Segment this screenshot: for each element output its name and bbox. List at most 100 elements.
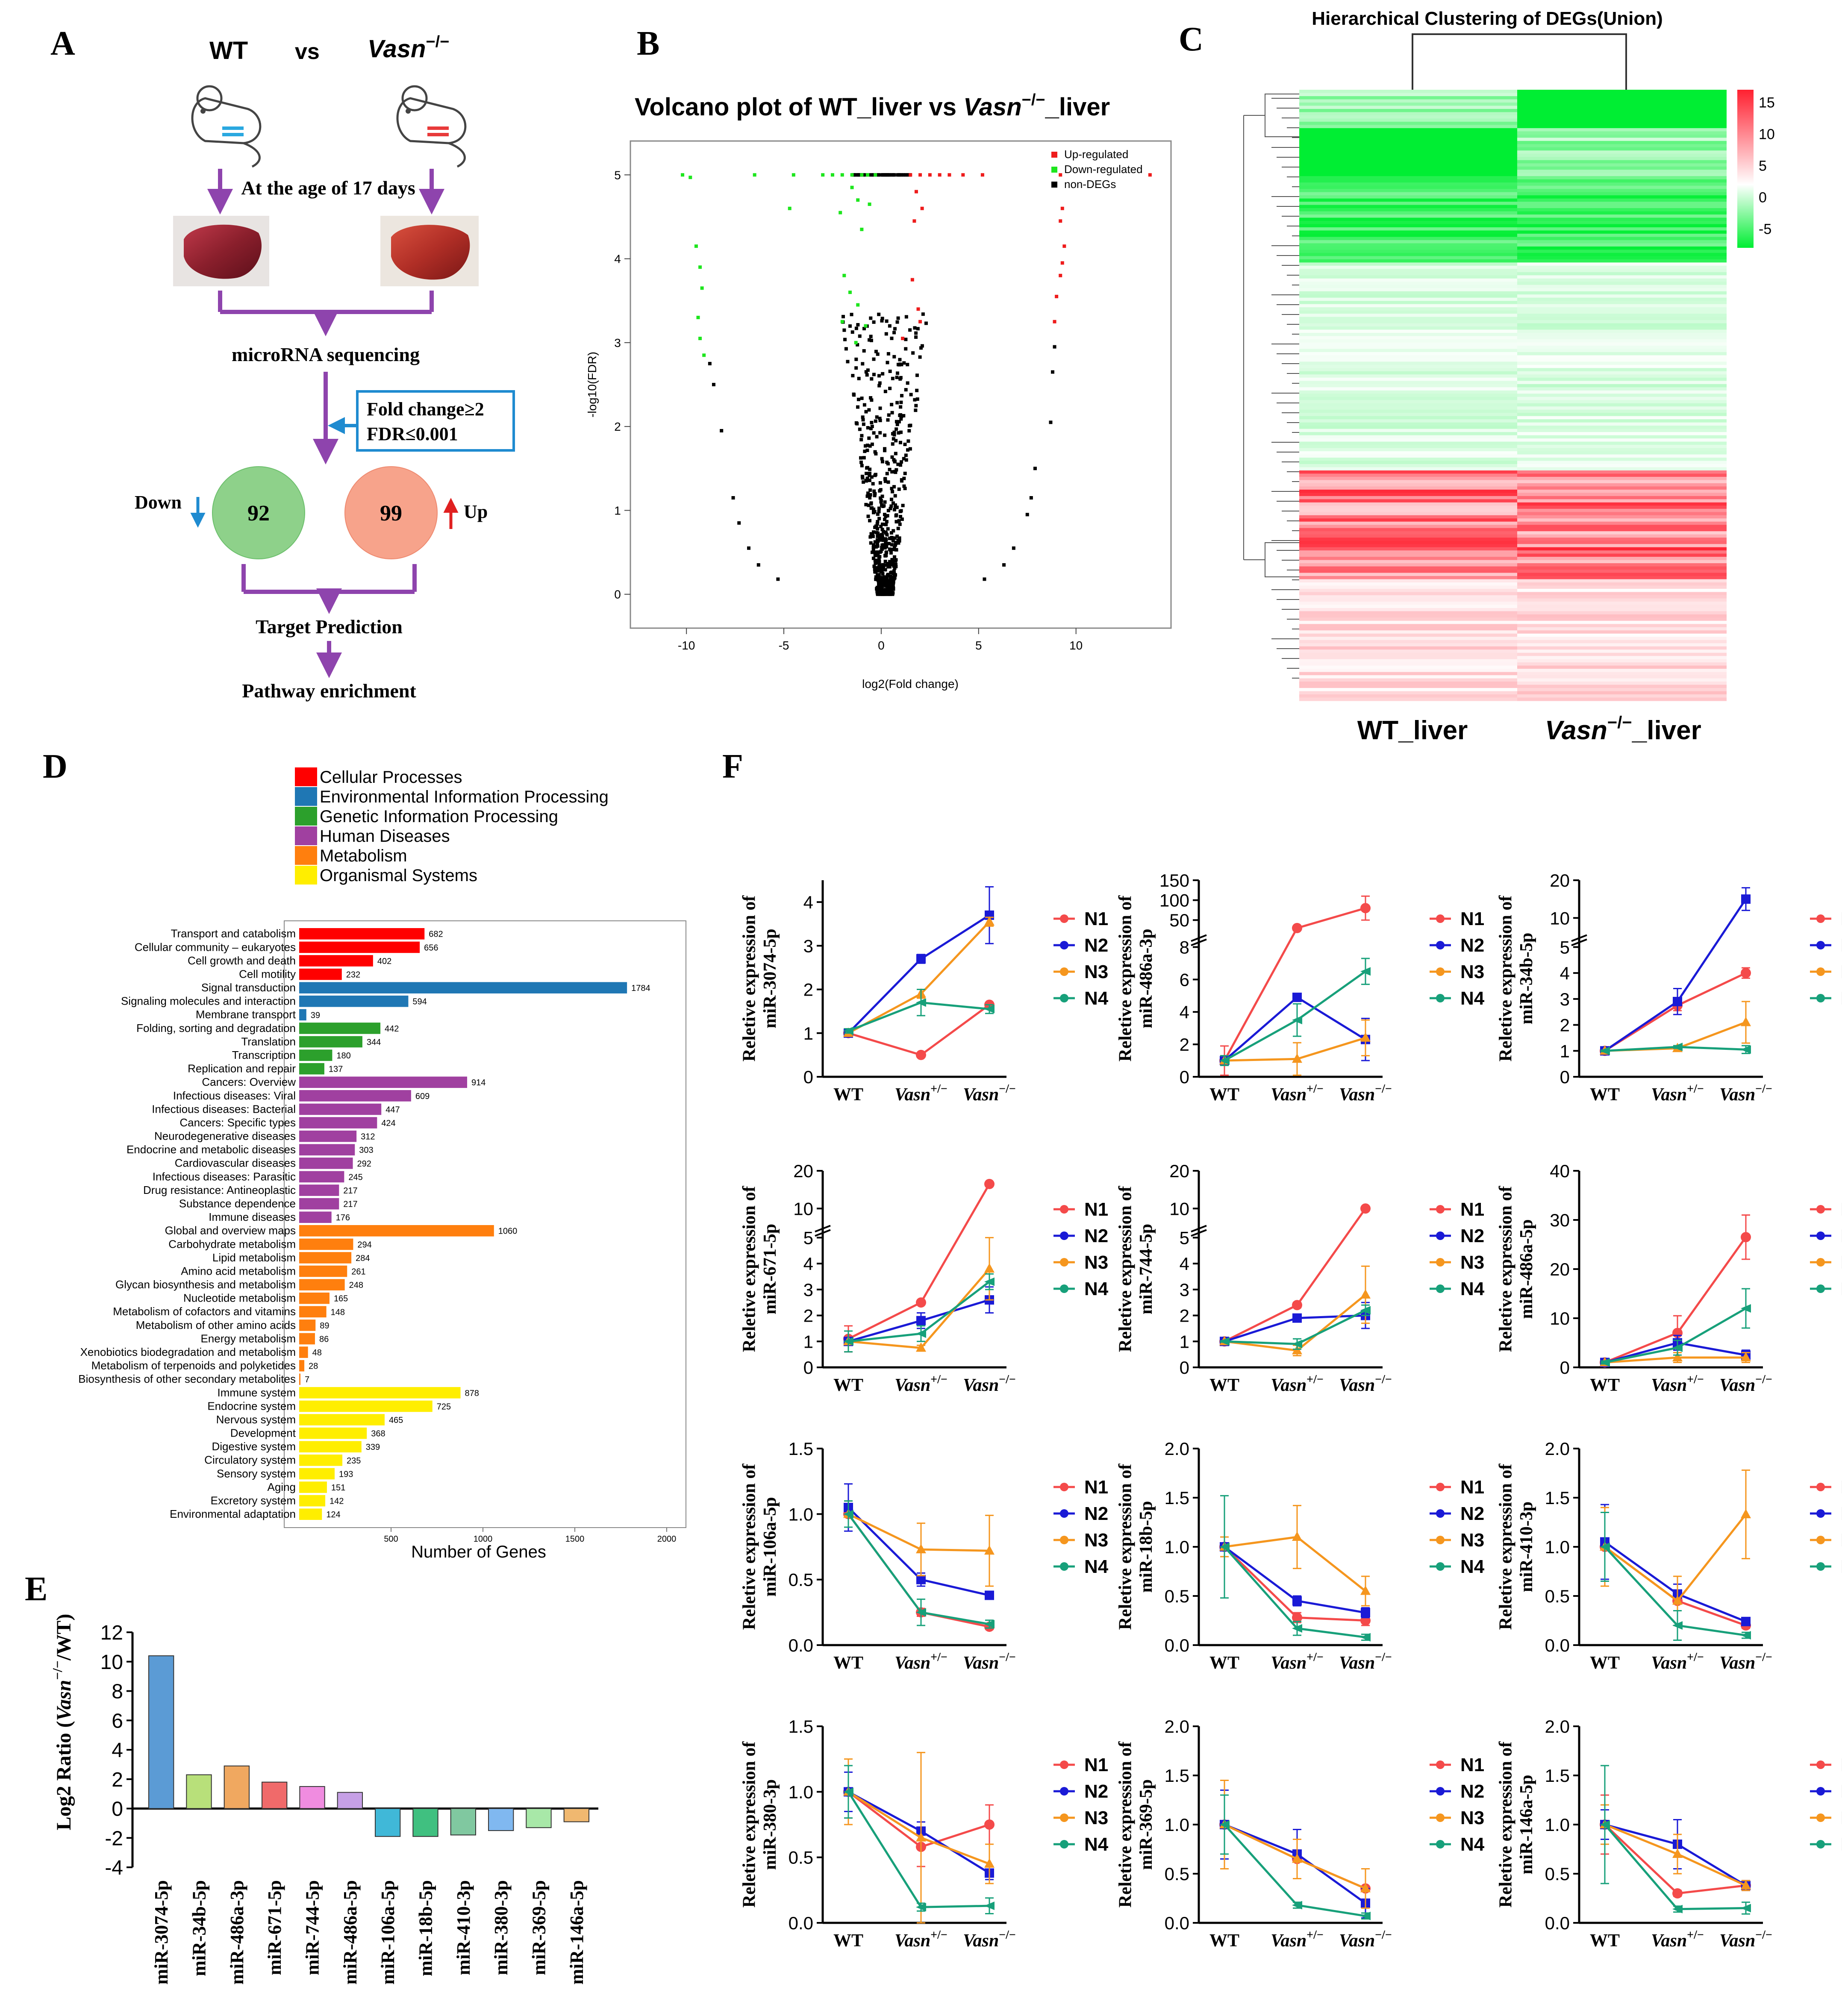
kegg-bar: [299, 1265, 347, 1277]
volcano-point-non: [892, 173, 896, 177]
heatmap-cell-wt: [1299, 355, 1517, 359]
volcano-point-non: [877, 374, 881, 378]
volcano-point-non: [900, 460, 903, 464]
heatmap-cell-wt: [1299, 224, 1517, 228]
kegg-bar-label: Substance dependence: [179, 1197, 296, 1210]
kegg-bar: [299, 955, 373, 967]
volcano-point-non: [886, 573, 890, 576]
log2-bar: [450, 1808, 476, 1836]
heatmap-cell-wt: [1299, 345, 1517, 350]
volcano-point-non: [903, 443, 907, 447]
heatmap-cell-ko: [1517, 448, 1727, 452]
volcano-point-non: [890, 336, 894, 340]
line-chart-miR-380-3p: Reletive expression ofmiR-380-3p 0.0 0.5 1.…: [740, 1716, 1109, 1951]
legend-marker: [1060, 1536, 1068, 1544]
heatmap-cell-wt: [1299, 608, 1517, 611]
heatmap-cell-ko: [1517, 570, 1727, 573]
kegg-xtick-label: 1000: [474, 1534, 493, 1544]
heatmap-cell-wt: [1299, 512, 1517, 516]
volcano-point-non: [875, 559, 879, 563]
volcano-point-non: [886, 592, 890, 596]
legend-marker: [1816, 1258, 1825, 1267]
legend-marker: [1816, 1284, 1825, 1293]
volcano-point-non: [899, 430, 903, 434]
heatmap-cell-wt: [1299, 381, 1517, 385]
volcano-point-non: [897, 173, 901, 177]
log2-ylabel: Log2 Ratio (Vasn−/−/WT): [50, 1614, 75, 1831]
heatmap-cell-ko: [1517, 585, 1727, 589]
axis-break-icon: [1571, 934, 1587, 946]
data-point-N2: [1292, 1596, 1302, 1606]
heatmap-cell-ko: [1517, 285, 1727, 288]
heatmap-cell-wt: [1299, 525, 1517, 529]
data-point-N3: [984, 1263, 995, 1273]
volcano-point-non: [865, 472, 868, 476]
legend-label-N2: N2: [1460, 935, 1484, 956]
volcano-point-non: [899, 463, 903, 467]
volcano-point-non: [878, 481, 882, 485]
kegg-bar-label: Environmental adaptation: [170, 1508, 296, 1520]
log2-bar: [299, 1786, 325, 1809]
volcano-point-non: [891, 578, 895, 582]
volcano-point-non: [886, 514, 889, 517]
line-chart-ytick-label: 1: [1560, 1041, 1570, 1061]
line-chart-ylabel: Reletive expression ofmiR-486a-5p: [1496, 1186, 1536, 1352]
heatmap-cell-ko: [1517, 627, 1727, 631]
volcano-point-non: [911, 351, 915, 355]
heatmap-cell-ko: [1517, 608, 1727, 611]
kegg-bar: [299, 1076, 468, 1088]
heatmap-cell-wt: [1299, 403, 1517, 407]
legend-marker: [1816, 1840, 1825, 1848]
log2-bar: [375, 1808, 401, 1837]
line-chart-xlabel: Vasn−/−: [1719, 1373, 1772, 1395]
heatmap-cell-wt: [1299, 326, 1517, 330]
kegg-bar: [299, 1049, 333, 1061]
data-point-N4: [843, 1026, 853, 1035]
volcano-point-up: [980, 173, 984, 177]
line-chart-ytick-label: 150: [1159, 870, 1189, 890]
legend-marker: [1436, 1840, 1445, 1848]
heatmap-cell-wt: [1299, 278, 1517, 282]
volcano-point-down: [850, 185, 854, 189]
legend-label-N1: N1: [1841, 1754, 1842, 1775]
volcano-point-non: [776, 577, 780, 581]
heatmap-cell-ko: [1517, 246, 1727, 250]
volcano-point-non: [891, 376, 895, 380]
heatmap-cell-ko: [1517, 672, 1727, 676]
heatmap-cell-ko: [1517, 637, 1727, 641]
kegg-bar: [299, 1333, 315, 1345]
kegg-legend-label: Genetic Information Processing: [320, 807, 558, 826]
up-label: Up: [464, 501, 488, 522]
legend-label-N4: N4: [1841, 988, 1842, 1009]
volcano-point-non: [892, 546, 896, 550]
volcano-point-non: [862, 456, 866, 460]
volcano-ytick-label: 0: [614, 588, 621, 601]
volcano-point-non: [895, 420, 898, 423]
legend-label-N3: N3: [1460, 1807, 1484, 1828]
volcano-point-non: [877, 173, 880, 177]
heatmap-cell-ko: [1517, 493, 1727, 497]
heatmap-cell-wt: [1299, 138, 1517, 141]
legend-marker: [1816, 1536, 1825, 1544]
volcano-point-non: [880, 460, 884, 464]
volcano-ytick-label: 4: [614, 253, 621, 266]
volcano-point-non: [893, 460, 897, 464]
volcano-point-non: [880, 567, 883, 571]
volcano-point-non: [893, 555, 897, 559]
volcano-point-non: [897, 536, 901, 540]
legend-marker: [1060, 1760, 1068, 1769]
volcano-point-down: [839, 211, 842, 215]
heatmap-cell-wt: [1299, 445, 1517, 449]
volcano-point-non: [895, 423, 899, 426]
log2-category-label: miR-380-3p: [491, 1880, 512, 1975]
log2-bar: [563, 1808, 589, 1822]
heatmap-cell-ko: [1517, 691, 1727, 695]
heatmap-cell-ko: [1517, 163, 1727, 167]
volcano-point-non: [898, 358, 902, 361]
legend-label-N1: N1: [1841, 1199, 1842, 1220]
heatmap-cell-ko: [1517, 438, 1727, 442]
volcano-point-non: [890, 411, 894, 414]
volcano-point-up: [910, 278, 914, 282]
volcano-point-non: [889, 507, 892, 511]
volcano-legend-down: Down-regulated: [1064, 163, 1143, 176]
